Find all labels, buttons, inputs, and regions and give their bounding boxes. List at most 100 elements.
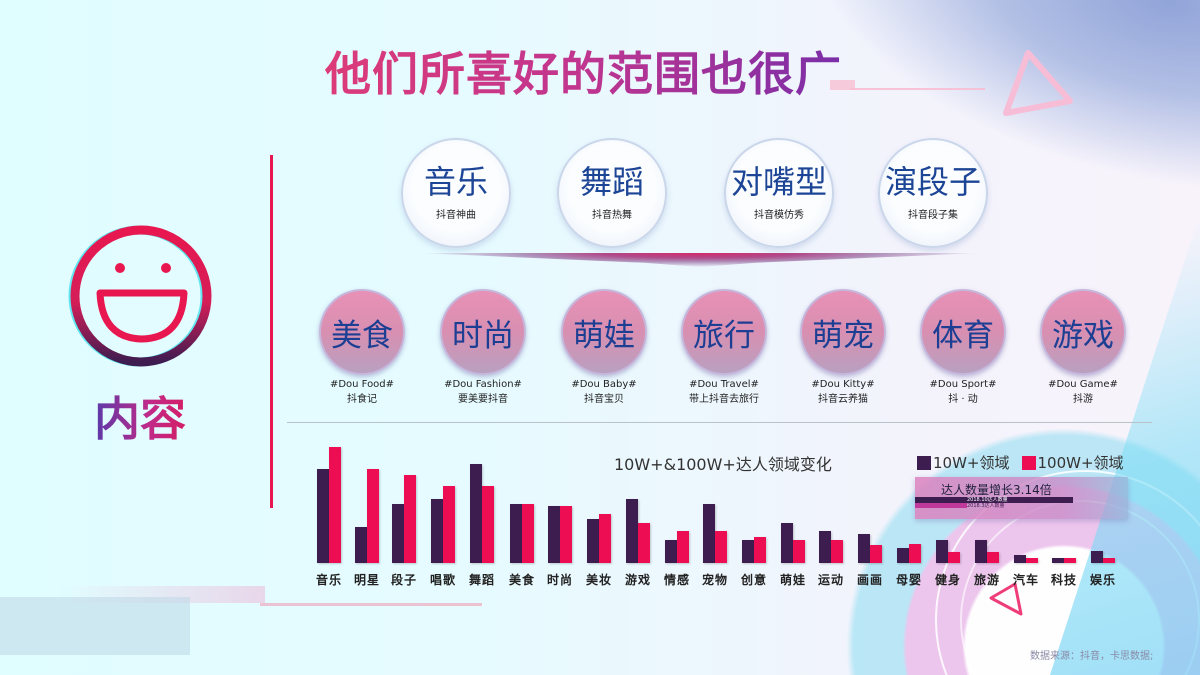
decor-block xyxy=(0,597,190,655)
subcategory-tag: #Dou Kitty# xyxy=(811,379,875,390)
bar-100w xyxy=(560,506,572,563)
bar-100w xyxy=(482,486,494,563)
subcategory-caption: #Dou Kitty# 抖音云养猫 xyxy=(778,377,908,407)
subcategory-fashion: 时尚 xyxy=(440,289,526,375)
bar-10w xyxy=(1091,551,1103,563)
bar-10w xyxy=(355,527,367,563)
x-axis-label: 唱歌 xyxy=(429,573,456,587)
section-divider xyxy=(287,422,1152,423)
x-axis-label: 创意 xyxy=(740,573,767,587)
bar-10w xyxy=(317,469,329,563)
bar-group xyxy=(781,430,805,563)
bar-100w xyxy=(443,486,455,563)
subcategory-label: 萌宠 xyxy=(812,317,874,354)
bar-10w xyxy=(470,464,482,563)
bar-100w xyxy=(754,537,766,563)
x-axis-label: 宠物 xyxy=(701,573,728,587)
bar-group xyxy=(587,430,611,563)
smiley-face-icon xyxy=(68,225,212,367)
legend-item: 10W+领域 xyxy=(917,452,1010,473)
subcategory-food: 美食 xyxy=(319,289,405,375)
bar-group xyxy=(665,430,689,563)
x-axis-label: 画画 xyxy=(856,573,883,587)
bar-group xyxy=(742,430,766,563)
subcategory-label: 游戏 xyxy=(1052,317,1114,354)
bar-10w xyxy=(587,519,599,563)
subcategory-label: 旅行 xyxy=(693,317,755,354)
bar-chart xyxy=(315,430,1135,563)
bar-group xyxy=(936,430,960,563)
bar-100w xyxy=(870,545,882,563)
bar-100w xyxy=(367,469,379,563)
background-blob xyxy=(774,0,1200,211)
bar-100w xyxy=(522,504,534,563)
category-lipsync: 对嘴型 抖音模仿秀 xyxy=(724,138,834,248)
x-axis-label: 游戏 xyxy=(624,573,651,587)
subcategory-sport: 体育 xyxy=(920,289,1006,375)
x-axis-label: 汽车 xyxy=(1012,573,1039,587)
subcategory-pet: 萌宠 xyxy=(800,289,886,375)
bar-group xyxy=(1014,430,1038,563)
bar-100w xyxy=(599,514,611,563)
subcategory-sub: 抖音云养猫 xyxy=(818,394,868,405)
x-axis-label: 旅游 xyxy=(973,573,1000,587)
decor-line xyxy=(260,603,482,606)
subcategory-caption: #Dou Game# 抖游 xyxy=(1018,377,1148,407)
bar-10w xyxy=(936,540,948,563)
x-axis-label: 娱乐 xyxy=(1089,573,1116,587)
subcategory-label: 美食 xyxy=(331,317,393,354)
bar-10w xyxy=(975,540,987,563)
bar-group xyxy=(355,430,379,563)
bar-10w xyxy=(548,506,560,563)
subcategory-tag: #Dou Fashion# xyxy=(444,379,522,390)
bar-100w xyxy=(1026,558,1038,563)
subcategory-tag: #Dou Sport# xyxy=(929,379,997,390)
bar-group xyxy=(510,430,534,563)
bar-100w xyxy=(677,531,689,563)
subcategory-sub: 抖食记 xyxy=(347,394,377,405)
bar-group xyxy=(858,430,882,563)
x-axis-label: 情感 xyxy=(663,573,690,587)
bar-group xyxy=(1091,430,1115,563)
bar-10w xyxy=(703,504,715,563)
subcategory-baby: 萌娃 xyxy=(561,289,647,375)
bar-group xyxy=(975,430,999,563)
bar-100w xyxy=(1064,558,1076,563)
subcategory-sub: 带上抖音去旅行 xyxy=(689,394,759,405)
x-axis-label: 健身 xyxy=(934,573,961,587)
growth-bar-label: 2018.3达人数量 xyxy=(967,503,1005,509)
subcategory-caption: #Dou Sport# 抖 · 动 xyxy=(898,377,1028,407)
category-sub: 抖音模仿秀 xyxy=(754,210,804,222)
category-sub: 抖音热舞 xyxy=(592,210,632,222)
subcategory-sub: 抖 · 动 xyxy=(948,394,978,405)
subcategory-tag: #Dou Food# xyxy=(329,379,395,390)
bar-10w xyxy=(665,540,677,563)
bar-group xyxy=(819,430,843,563)
growth-bar-mar xyxy=(915,503,967,508)
bar-10w xyxy=(819,531,831,563)
category-dance: 舞蹈 抖音热舞 xyxy=(557,138,667,248)
bar-10w xyxy=(858,534,870,563)
x-axis-label: 段子 xyxy=(390,573,417,587)
bar-100w xyxy=(948,552,960,563)
category-label: 音乐 xyxy=(423,162,488,201)
subcategory-sub: 抖游 xyxy=(1073,394,1093,405)
bar-100w xyxy=(909,544,921,563)
bar-group xyxy=(1052,430,1076,563)
x-axis-label: 科技 xyxy=(1050,573,1077,587)
bar-group xyxy=(317,430,341,563)
subcategory-tag: #Dou Baby# xyxy=(571,379,637,390)
subcategory-caption: #Dou Food# 抖食记 xyxy=(297,377,427,407)
x-axis-label: 美妆 xyxy=(585,573,612,587)
bar-group xyxy=(392,430,416,563)
chart-legend: 10W+领域 100W+领域 xyxy=(917,452,1124,473)
bar-10w xyxy=(510,504,522,563)
bar-10w xyxy=(431,499,443,563)
x-axis-label: 美食 xyxy=(508,573,535,587)
legend-label: 100W+领域 xyxy=(1037,454,1124,472)
x-axis-label: 时尚 xyxy=(546,573,573,587)
bar-group xyxy=(470,430,494,563)
fan-divider xyxy=(420,253,980,267)
growth-callout: 达人数量增长3.14倍 2018.10达人数量 2018.3达人数量 xyxy=(915,477,1128,519)
x-axis-label: 母婴 xyxy=(895,573,922,587)
